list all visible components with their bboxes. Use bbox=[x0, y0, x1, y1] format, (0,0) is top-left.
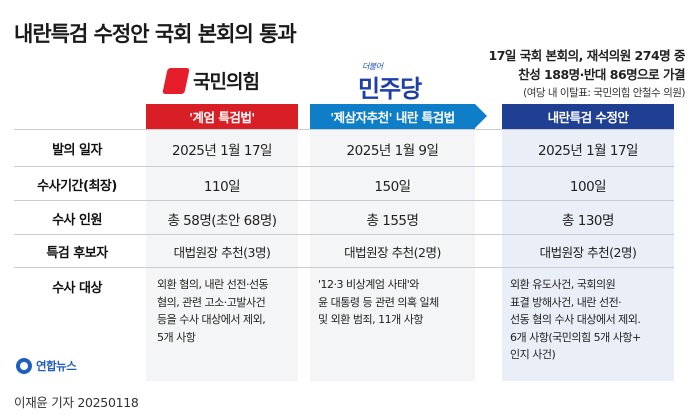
row-label: 수사 대상 bbox=[52, 281, 102, 296]
cell-dp: '12·3 비상계엄 사태'와 윤 대통령 등 관련 의혹 일체 및 외환 범죄… bbox=[318, 278, 439, 326]
vote-line-2: 찬성 188명·반대 86명으로 가결 bbox=[518, 67, 685, 82]
dp-logo-small-text: 더불어 bbox=[362, 62, 383, 71]
cell-dp: 2025년 1월 9일 bbox=[346, 143, 439, 159]
ppp-logo-mark-icon bbox=[162, 67, 190, 94]
cell-ppp: 110일 bbox=[203, 179, 241, 195]
row-label: 수사기간(최장) bbox=[37, 179, 117, 194]
cell-ppp: 2025년 1월 17일 bbox=[172, 143, 272, 159]
agency-logo-icon bbox=[16, 358, 32, 374]
agency-logo: 연합뉴스 bbox=[16, 358, 77, 374]
vote-note: (여당 내 이탈표: 국민의힘 안철수 의원) bbox=[523, 87, 685, 99]
table-row bbox=[14, 234, 674, 266]
ppp-logo-text: 국민의힘 bbox=[193, 71, 260, 93]
arrow-right-icon bbox=[475, 104, 487, 128]
cell-final: 외환 유도사건, 국회의원 표결 방해사건, 내란 선전· 선동 혐의 수사 대… bbox=[510, 278, 641, 361]
column-bg-dp bbox=[310, 129, 475, 381]
cell-ppp: 총 58명(초안 68명) bbox=[167, 213, 277, 229]
cell-dp: 150일 bbox=[374, 179, 411, 195]
column-header-dp: '제삼자추천' 내란 특검법 bbox=[310, 104, 475, 129]
dp-logo-text: 민주당 bbox=[358, 75, 422, 103]
table-row bbox=[14, 166, 674, 198]
cell-ppp: 외환 혐의, 내란 선전·선동 혐의, 관련 고소·고발사건 등을 수사 대상에… bbox=[157, 278, 269, 344]
cell-final: 총 130명 bbox=[562, 213, 614, 229]
column-header-ppp: '계엄 특검법' bbox=[146, 104, 298, 129]
byline: 이재윤 기자 20250118 bbox=[14, 395, 139, 410]
cell-final: 2025년 1월 17일 bbox=[538, 143, 638, 159]
table-row bbox=[14, 129, 674, 165]
agency-name: 연합뉴스 bbox=[36, 359, 77, 373]
cell-dp: 대법원장 추천(2명) bbox=[344, 245, 441, 260]
column-bg-ppp bbox=[146, 129, 298, 381]
row-label: 수사 인원 bbox=[52, 213, 102, 228]
dp-logo: 더불어 민주당 bbox=[358, 62, 422, 104]
cell-final: 대법원장 추천(2명) bbox=[539, 245, 637, 260]
table-row bbox=[14, 200, 674, 232]
column-bg-final bbox=[502, 129, 674, 381]
cell-ppp: 대법원장 추천(3명) bbox=[173, 245, 271, 260]
ppp-logo: 국민의힘 bbox=[162, 67, 260, 94]
vote-line-1: 17일 국회 본회의, 재석의원 274명 중 bbox=[488, 48, 686, 63]
column-header-final: 내란특검 수정안 bbox=[502, 104, 674, 129]
vote-result: 17일 국회 본회의, 재석의원 274명 중 찬성 188명·반대 86명으로… bbox=[489, 46, 686, 102]
cell-dp: 총 155명 bbox=[366, 213, 419, 229]
row-label: 발의 일자 bbox=[52, 143, 102, 158]
table-row bbox=[14, 267, 674, 381]
row-label: 특검 후보자 bbox=[46, 246, 108, 261]
page-title: 내란특검 수정안 국회 본회의 통과 bbox=[14, 22, 297, 46]
cell-final: 100일 bbox=[569, 179, 607, 195]
